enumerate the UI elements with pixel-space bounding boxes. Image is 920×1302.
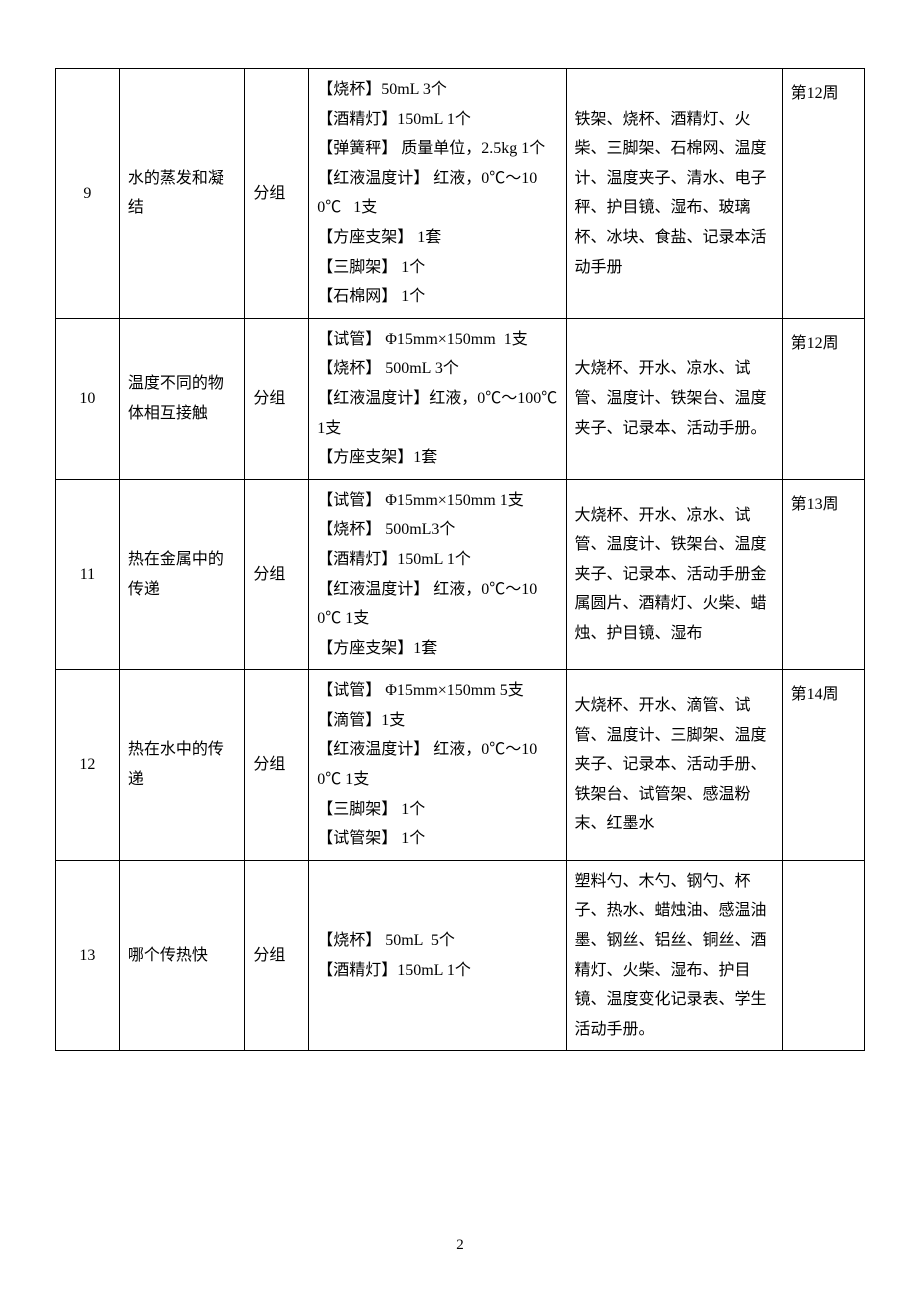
cell-equipment: 【烧杯】 50mL 5个 【酒精灯】150mL 1个 (309, 860, 566, 1051)
cell-type: 分组 (245, 318, 309, 479)
cell-title: 哪个传热快 (119, 860, 245, 1051)
table-row: 13哪个传热快分组【烧杯】 50mL 5个 【酒精灯】150mL 1个塑料勺、木… (56, 860, 865, 1051)
cell-equipment: 【试管】 Φ15mm×150mm 1支 【烧杯】 500mL3个 【酒精灯】15… (309, 479, 566, 670)
cell-number: 9 (56, 69, 120, 319)
cell-number: 11 (56, 479, 120, 670)
cell-week: 第13周 (782, 479, 864, 670)
cell-equipment: 【试管】 Φ15mm×150mm 1支 【烧杯】 500mL 3个 【红液温度计… (309, 318, 566, 479)
cell-materials: 大烧杯、开水、凉水、试管、温度计、铁架台、温度夹子、记录本、活动手册金属圆片、酒… (566, 479, 782, 670)
page-number: 2 (0, 1237, 920, 1254)
cell-title: 温度不同的物体相互接触 (119, 318, 245, 479)
cell-title: 水的蒸发和凝结 (119, 69, 245, 319)
cell-materials: 铁架、烧杯、酒精灯、火柴、三脚架、石棉网、温度计、温度夹子、清水、电子秤、护目镜… (566, 69, 782, 319)
cell-title: 热在水中的传递 (119, 670, 245, 861)
cell-equipment: 【烧杯】50mL 3个 【酒精灯】150mL 1个 【弹簧秤】 质量单位，2.5… (309, 69, 566, 319)
table-row: 12热在水中的传递分组【试管】 Φ15mm×150mm 5支 【滴管】1支 【红… (56, 670, 865, 861)
cell-type: 分组 (245, 479, 309, 670)
cell-type: 分组 (245, 69, 309, 319)
table-row: 10温度不同的物体相互接触分组【试管】 Φ15mm×150mm 1支 【烧杯】 … (56, 318, 865, 479)
cell-number: 12 (56, 670, 120, 861)
cell-week: 第12周 (782, 318, 864, 479)
cell-type: 分组 (245, 860, 309, 1051)
table-row: 11热在金属中的传递分组【试管】 Φ15mm×150mm 1支 【烧杯】 500… (56, 479, 865, 670)
table-row: 9水的蒸发和凝结分组【烧杯】50mL 3个 【酒精灯】150mL 1个 【弹簧秤… (56, 69, 865, 319)
cell-number: 13 (56, 860, 120, 1051)
cell-title: 热在金属中的传递 (119, 479, 245, 670)
cell-materials: 大烧杯、开水、滴管、试管、温度计、三脚架、温度夹子、记录本、活动手册、铁架台、试… (566, 670, 782, 861)
cell-type: 分组 (245, 670, 309, 861)
experiment-schedule-table: 9水的蒸发和凝结分组【烧杯】50mL 3个 【酒精灯】150mL 1个 【弹簧秤… (55, 68, 865, 1051)
cell-equipment: 【试管】 Φ15mm×150mm 5支 【滴管】1支 【红液温度计】 红液，0℃… (309, 670, 566, 861)
table-body: 9水的蒸发和凝结分组【烧杯】50mL 3个 【酒精灯】150mL 1个 【弹簧秤… (56, 69, 865, 1051)
cell-materials: 塑料勺、木勺、钢勺、杯子、热水、蜡烛油、感温油墨、钢丝、铝丝、铜丝、酒精灯、火柴… (566, 860, 782, 1051)
cell-week: 第12周 (782, 69, 864, 319)
cell-week (782, 860, 864, 1051)
cell-materials: 大烧杯、开水、凉水、试管、温度计、铁架台、温度夹子、记录本、活动手册。 (566, 318, 782, 479)
cell-week: 第14周 (782, 670, 864, 861)
cell-number: 10 (56, 318, 120, 479)
